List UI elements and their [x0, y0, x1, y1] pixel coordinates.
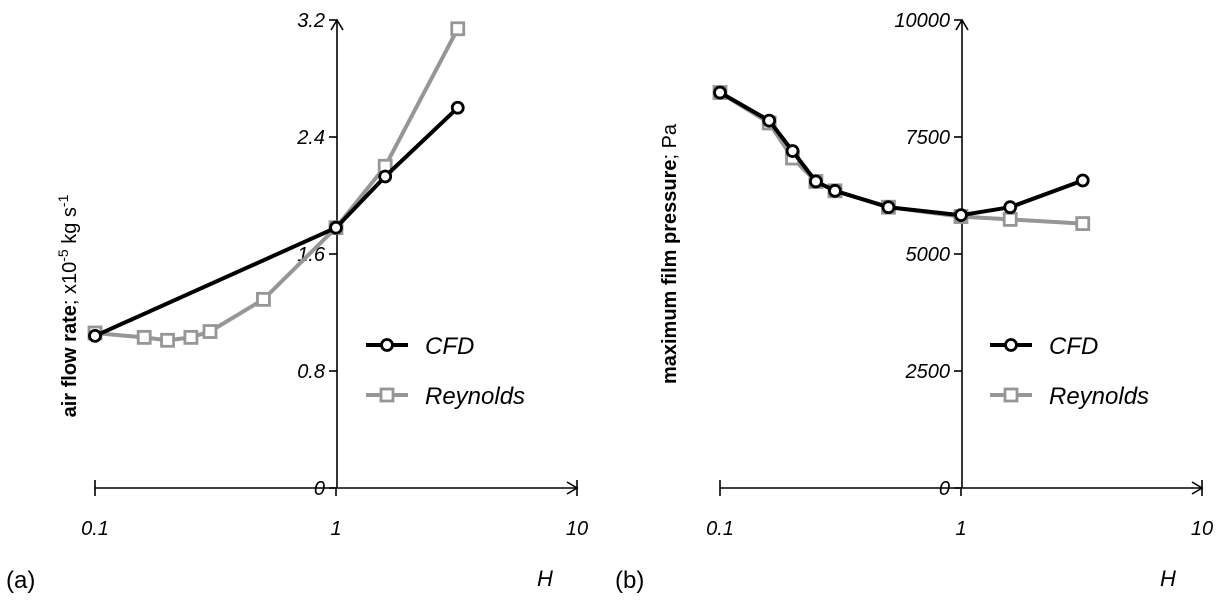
y-tick-label-b: 5000 [906, 244, 951, 266]
legend-label-reynolds-b: Reynolds [1049, 383, 1149, 410]
y-tick-label-a: 2.4 [296, 127, 325, 149]
axes-a: 0.1 1 1000.81.62.43.2 [81, 10, 588, 540]
x-tick-label-a: 1 [330, 518, 341, 540]
series-line-cfd-b [719, 90, 1084, 218]
legend-item-cfd-b: CFD [990, 333, 1098, 360]
panel-label-a: (a) [6, 567, 35, 594]
y-axis-label-b: maximum film pressure; Pa [659, 123, 681, 384]
x-tick-label-a: 0.1 [81, 518, 109, 540]
y-axis-label-b-bold: maximum film pressure [659, 160, 681, 385]
data-point-reynolds-a [160, 332, 175, 348]
data-point-reynolds-b [1075, 216, 1091, 231]
data-point-cfd-b [1075, 173, 1090, 188]
panel-label-b: (b) [615, 567, 644, 594]
x-tick-label-b: 10 [1191, 518, 1213, 540]
data-point-cfd-b [828, 183, 842, 198]
series-group-a [87, 21, 466, 348]
data-point-cfd-a [88, 328, 102, 343]
data-point-cfd-b [785, 144, 800, 158]
y-tick-label-b: 0 [939, 478, 950, 500]
y-axis-label-b-rest: ; Pa [659, 123, 681, 159]
data-point-reynolds-a [450, 21, 466, 37]
legend-marker-reynolds-a [379, 387, 395, 403]
chart-panel-a: (a) air flow rate; x10-5 kg s-1 0.1 1 10 0 0… [6, 10, 588, 594]
y-tick-label-b: 2500 [905, 361, 951, 383]
data-point-cfd-b [881, 200, 896, 215]
y-tick-label-b: 7500 [906, 127, 951, 149]
legend-label-cfd-a: CFD [425, 333, 474, 360]
data-point-reynolds-a [183, 329, 199, 345]
legend-b: CFD Reynolds [990, 333, 1149, 410]
y-tick-label-a: 3.2 [297, 10, 325, 32]
series-line-reynolds-b [718, 90, 1083, 226]
series-line-cfd-a [94, 106, 460, 338]
data-point-cfd-a [329, 220, 343, 235]
data-point-cfd-b [762, 113, 777, 128]
legend-item-reynolds-a: Reynolds [366, 383, 525, 410]
chart-panel-b: (b) maximum film pressure; Pa 0.1 1 10 0 250… [615, 10, 1213, 594]
x-tick-label-b: 0.1 [706, 518, 734, 540]
legend-label-reynolds-a: Reynolds [425, 383, 525, 410]
y-axis-label-a-unit: kg s [59, 207, 81, 249]
data-point-reynolds-b [1002, 211, 1018, 227]
x-tick-label-b: 1 [955, 518, 966, 540]
data-point-cfd-b [809, 174, 823, 189]
data-point-cfd-b [954, 208, 968, 223]
data-point-reynolds-a [136, 329, 152, 345]
data-point-cfd-b [1003, 200, 1018, 215]
data-point-cfd-a [450, 100, 465, 115]
y-axis-label-a-bold: air flow rate [59, 305, 81, 417]
data-point-cfd-b [713, 85, 727, 100]
data-point-reynolds-a [256, 291, 271, 307]
y-axis-label-a-rest: ; x10 [59, 262, 81, 305]
legend-marker-cfd-b [1004, 338, 1018, 352]
y-axis-label-a-unit-exp: -1 [55, 194, 71, 207]
legend-item-reynolds-b: Reynolds [990, 383, 1149, 410]
legend-label-cfd-b: CFD [1049, 333, 1098, 360]
y-tick-label-a: 0.8 [297, 361, 325, 383]
y-tick-label-b: 10000 [894, 10, 950, 32]
y-axis-label-a: air flow rate; x10-5 kg s-1 [55, 194, 81, 417]
axes-b: 0.1 1 10 0 2500 5000 7500 10000 [706, 10, 1213, 540]
legend-a: CFD Reynolds [366, 333, 525, 410]
x-tick-label-a: 10 [566, 518, 588, 540]
y-axis-label-a-exp: -5 [55, 249, 71, 262]
series-line-reynolds-a [94, 27, 460, 343]
legend-marker-reynolds-b [1003, 387, 1019, 403]
y-tick-label-a: 0 [314, 478, 325, 500]
data-point-cfd-a [378, 169, 393, 184]
legend-item-cfd-a: CFD [366, 333, 474, 360]
series-group-b [712, 85, 1091, 231]
legend-marker-cfd-a [380, 338, 394, 352]
data-point-reynolds-a [202, 324, 218, 339]
x-axis-title-a: H [537, 566, 553, 591]
x-axis-title-b: H [1160, 566, 1176, 591]
